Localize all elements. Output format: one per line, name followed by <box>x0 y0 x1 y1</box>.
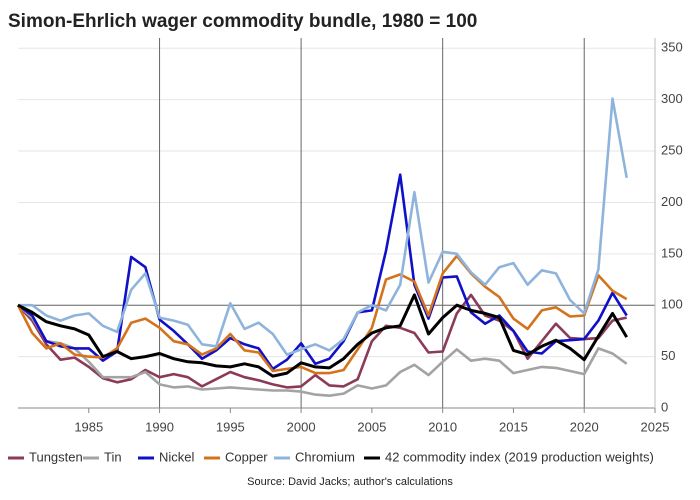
x-tick-label: 2010 <box>428 419 457 434</box>
legend-label: Chromium <box>295 449 355 464</box>
y-tick-label: 0 <box>661 399 668 414</box>
y-tick-label: 150 <box>661 245 683 260</box>
y-tick-label: 100 <box>661 297 683 312</box>
series-line <box>17 304 628 397</box>
legend-label: 42 commodity index (2019 production weig… <box>385 449 654 464</box>
legend-label: Nickel <box>159 449 195 464</box>
y-tick-label: 350 <box>661 40 683 55</box>
x-tick-label: 2015 <box>499 419 528 434</box>
y-tick-label: 250 <box>661 142 683 157</box>
chart-title: Simon-Ehrlich wager commodity bundle, 19… <box>8 11 477 32</box>
y-tick-label: 200 <box>661 194 683 209</box>
series-line <box>16 254 628 375</box>
series-line <box>17 173 628 371</box>
x-tick-label: 2020 <box>570 419 599 434</box>
legend-label: Tin <box>104 449 122 464</box>
source-note: Source: David Jacks; author's calculatio… <box>247 476 453 488</box>
x-tick-label: 1985 <box>74 419 103 434</box>
x-tick-label: 1990 <box>145 419 174 434</box>
y-tick-label: 300 <box>661 91 683 106</box>
legend-label: Tungsten <box>29 449 83 464</box>
x-tick-label: 2000 <box>287 419 316 434</box>
x-tick-label: 1995 <box>216 419 245 434</box>
series-line <box>18 97 628 356</box>
x-tick-label: 2005 <box>357 419 386 434</box>
legend-label: Copper <box>225 449 268 464</box>
x-tick-label: 2025 <box>641 419 670 434</box>
series-line <box>17 293 628 378</box>
y-tick-label: 50 <box>661 348 675 363</box>
